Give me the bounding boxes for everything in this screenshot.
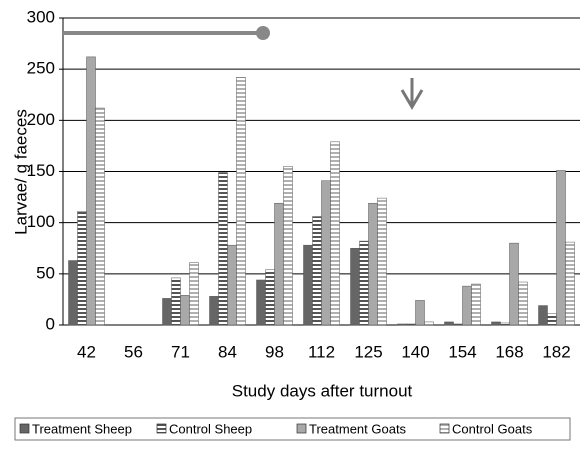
bar [462, 285, 472, 326]
x-tick-label: 98 [265, 342, 284, 361]
legend-swatch [156, 423, 167, 434]
x-tick-label: 140 [401, 342, 429, 361]
x-axis-label: Study days after turnout [232, 381, 413, 400]
legend-label: Treatment Sheep [32, 421, 132, 436]
y-tick-label: 300 [27, 7, 55, 26]
bar [180, 295, 190, 326]
annotation-arrow [400, 78, 424, 110]
y-tick-label: 150 [27, 161, 55, 180]
x-tick-label: 84 [218, 342, 237, 361]
bar [518, 281, 528, 326]
legend-label: Control Goats [452, 421, 533, 436]
bar [547, 313, 557, 326]
y-tick-label: 250 [27, 59, 55, 78]
y-tick-label: 200 [27, 110, 55, 129]
annotation-line [63, 26, 270, 40]
bar [538, 305, 548, 326]
bar [565, 241, 575, 326]
bar [491, 321, 501, 326]
bar [171, 277, 181, 326]
bar [86, 56, 96, 326]
legend-label: Control Sheep [169, 421, 252, 436]
bar [274, 202, 284, 326]
bar [77, 211, 87, 326]
bar [377, 197, 387, 326]
bar [500, 322, 510, 326]
bar [312, 216, 322, 326]
bar [283, 166, 293, 326]
bar [218, 172, 228, 326]
bar [330, 141, 340, 326]
bar [95, 107, 105, 326]
x-tick-label: 125 [354, 342, 382, 361]
bar [471, 283, 481, 326]
bar [350, 248, 360, 326]
bar [321, 180, 331, 326]
bar [397, 323, 407, 326]
legend-swatch [439, 423, 450, 434]
bar [303, 244, 313, 326]
y-axis-label: Larvae/ g faeces [11, 109, 30, 235]
x-tick-label: 112 [308, 342, 335, 361]
bar [256, 279, 266, 326]
y-tick-label: 0 [46, 314, 55, 333]
legend-swatch [296, 423, 307, 434]
bar [236, 77, 246, 326]
bar [162, 298, 172, 326]
y-tick-label: 100 [27, 212, 55, 231]
legend-box [14, 417, 571, 441]
bar [359, 240, 369, 326]
bar [453, 323, 463, 326]
x-tick-label: 154 [448, 342, 476, 361]
bar [265, 269, 275, 326]
bar [444, 321, 454, 326]
legend-swatch [19, 423, 30, 434]
x-tick-label: 168 [495, 342, 523, 361]
x-tick-label: 42 [77, 342, 96, 361]
bar [227, 244, 237, 326]
x-tick-label: 182 [542, 342, 570, 361]
bar [68, 260, 78, 326]
bar [415, 300, 425, 326]
bar [368, 202, 378, 326]
bar [424, 321, 434, 326]
bar [209, 296, 219, 326]
bar [509, 242, 519, 326]
bar [556, 170, 566, 326]
bar [189, 262, 199, 326]
y-tick-label: 50 [36, 263, 55, 282]
bar [406, 323, 416, 326]
x-tick-label: 71 [171, 342, 190, 361]
x-tick-label: 56 [124, 342, 143, 361]
legend-label: Treatment Goats [309, 421, 407, 436]
